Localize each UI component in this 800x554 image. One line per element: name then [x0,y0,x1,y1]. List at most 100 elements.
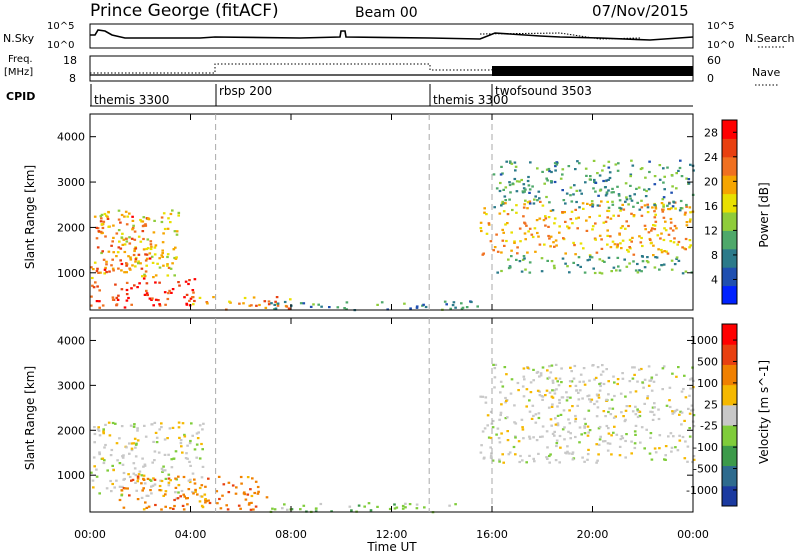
data-cell [568,422,572,425]
data-cell [658,447,661,450]
data-cell [101,457,105,460]
data-cell [692,455,696,458]
data-cell [588,254,592,257]
data-cell [621,372,624,375]
data-cell [541,435,544,438]
data-cell [112,251,115,254]
data-cell [176,497,180,500]
data-cell [117,246,121,249]
data-cell [115,303,119,306]
data-cell [626,248,629,252]
data-cell [631,164,635,167]
data-cell [553,245,556,248]
data-cell [125,237,128,240]
data-cell [541,398,544,401]
data-cell [504,199,507,202]
data-cell [160,479,164,483]
data-cell [686,445,690,448]
data-cell [90,304,93,307]
data-cell [692,425,696,428]
data-cell [610,434,613,437]
data-cell [551,432,555,435]
data-cell [588,379,591,382]
data-cell [125,240,129,243]
data-cell [651,406,655,409]
data-cell [283,300,287,304]
data-cell [578,380,582,383]
data-cell [598,204,601,207]
data-cell [514,453,517,456]
data-cell [163,469,167,472]
data-cell [567,165,571,168]
data-cell [580,433,583,436]
data-cell [680,175,684,178]
data-cell [660,248,663,252]
data-cell [683,374,686,377]
data-cell [121,232,124,235]
data-cell [160,467,164,470]
data-cell [185,452,188,455]
data-cell [136,498,140,501]
data-cell [598,234,602,237]
data-cell [646,211,650,214]
data-cell [243,493,247,496]
data-cell [528,261,532,264]
data-cell [661,367,665,370]
data-cell [684,248,687,251]
data-cell [107,250,111,253]
data-cell [143,424,146,427]
data-cell [584,181,587,184]
data-cell [99,220,103,223]
data-cell [197,431,200,434]
data-cell [633,430,637,433]
data-cell [388,507,392,511]
data-cell [483,211,486,214]
data-cell [506,213,510,216]
data-cell [185,302,188,305]
data-cell [590,398,594,401]
data-cell [134,256,138,260]
data-cell [192,303,195,306]
data-cell [169,479,172,482]
x-tick-label: 04:00 [175,528,207,541]
data-cell [141,275,144,278]
data-cell [493,367,497,370]
data-cell [95,237,99,240]
data-cell [132,462,136,465]
data-cell [189,464,192,467]
data-cell [550,181,553,184]
data-cell [166,253,170,256]
data-cell [162,232,165,235]
data-cell [116,459,119,462]
data-cell [134,443,138,446]
data-cell [598,389,602,392]
data-cell [131,215,134,218]
data-cell [581,456,584,459]
data-cell [541,170,544,173]
data-cell [658,434,662,437]
data-cell [106,217,110,220]
data-cell [633,446,637,450]
data-cell [548,376,551,379]
data-cell [120,213,124,217]
data-cell [183,433,186,436]
data-cell [510,378,514,381]
data-cell [554,423,558,426]
data-cell [147,217,150,220]
colorbar-frame [721,323,738,507]
data-cell [578,426,582,429]
data-cell [273,308,276,311]
data-cell [653,447,657,450]
data-cell [678,166,682,170]
data-cell [148,478,152,481]
data-cell [546,369,549,372]
data-cell [140,482,143,485]
data-cell [125,264,128,267]
data-cell [111,482,114,486]
data-cell [348,505,352,508]
colorbar-segment [722,212,737,231]
data-cell [580,192,583,195]
data-cell [97,429,101,432]
data-cell [610,191,614,194]
